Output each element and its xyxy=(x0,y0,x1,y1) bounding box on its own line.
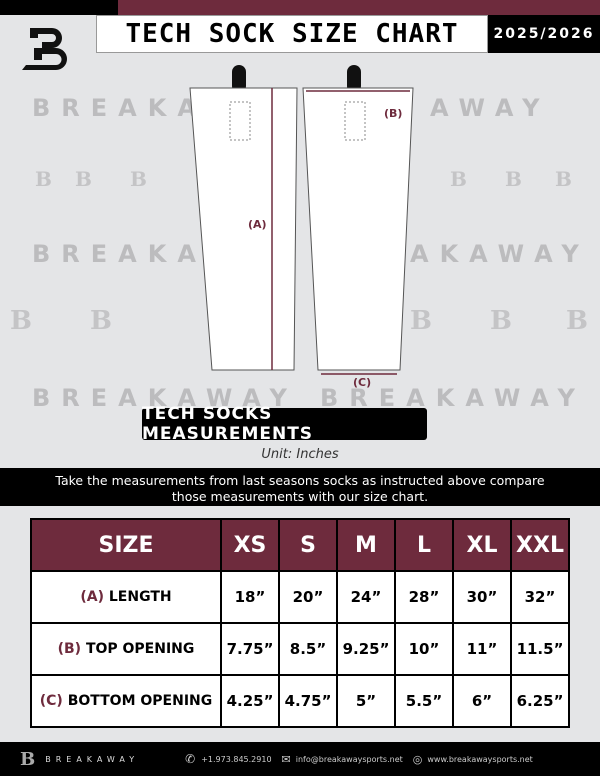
cell: 10” xyxy=(394,622,454,676)
cell: 7.75” xyxy=(220,622,280,676)
cell: 4.25” xyxy=(220,674,280,728)
watermark-logo: B xyxy=(555,167,572,191)
cell: 4.75” xyxy=(278,674,338,728)
watermark-logo: B xyxy=(10,306,32,336)
cell: 9.25” xyxy=(336,622,396,676)
cell: 20” xyxy=(278,570,338,624)
footer-email[interactable]: info@breakawaysports.net xyxy=(295,754,403,764)
table-row: (A) LENGTH 18” 20” 24” 28” 30” 32” xyxy=(30,570,570,624)
row-label: (A) LENGTH xyxy=(30,570,222,624)
cell: 30” xyxy=(452,570,512,624)
page-title: TECH SOCK SIZE CHART xyxy=(96,15,488,53)
cell: 5.5” xyxy=(394,674,454,728)
watermark-logo: B xyxy=(450,167,467,191)
watermark-logo: B xyxy=(490,306,512,336)
breakaway-logo xyxy=(22,28,67,70)
section-title: TECH SOCKS MEASUREMENTS xyxy=(142,404,427,444)
sock-right xyxy=(302,87,414,371)
footer-website[interactable]: www.breakawaysports.net xyxy=(427,754,533,764)
header-cell: XXL xyxy=(510,518,570,572)
watermark-logo: B xyxy=(75,167,92,191)
season-label: 2025/2026 xyxy=(488,15,600,53)
watermark-text: AKAWAY xyxy=(410,240,590,268)
header-cell: S xyxy=(278,518,338,572)
sock-diagram xyxy=(189,65,414,375)
label-a: (A) xyxy=(248,218,267,231)
sock-tab xyxy=(232,65,246,93)
row-label: (C) BOTTOM OPENING xyxy=(30,674,222,728)
email-icon: ✉ xyxy=(281,752,291,766)
watermark-text: BREAKAWAY xyxy=(320,384,586,412)
instructions: Take the measurements from last seasons … xyxy=(0,468,600,506)
table-row: (C) BOTTOM OPENING 4.25” 4.75” 5” 5.5” 6… xyxy=(30,674,570,728)
cell: 11” xyxy=(452,622,512,676)
cell: 18” xyxy=(220,570,280,624)
watermark-text: BREAKA xyxy=(32,240,207,268)
sock-left xyxy=(189,87,298,371)
size-table: SIZE XS S M L XL XXL (A) LENGTH 18” 20” … xyxy=(30,518,570,728)
phone-icon: ✆ xyxy=(185,752,196,766)
label-c: (C) xyxy=(353,376,372,389)
cell: 28” xyxy=(394,570,454,624)
cell: 6.25” xyxy=(510,674,570,728)
label-b: (B) xyxy=(384,107,403,120)
watermark-text: BREAKAWAY xyxy=(32,384,298,412)
header-cell: SIZE xyxy=(30,518,222,572)
unit-label: Unit: Inches xyxy=(261,447,339,462)
row-label: (B) TOP OPENING xyxy=(30,622,222,676)
watermark-logo: B xyxy=(35,167,52,191)
sock-tab xyxy=(347,65,361,93)
footer-logo: B xyxy=(20,748,36,770)
footer-brand: BREAKAWAY xyxy=(45,754,140,764)
table-row: (B) TOP OPENING 7.75” 8.5” 9.25” 10” 11”… xyxy=(30,622,570,676)
cell: 6” xyxy=(452,674,512,728)
watermark-logo: B xyxy=(505,167,522,191)
cell: 11.5” xyxy=(510,622,570,676)
header-cell: XL xyxy=(452,518,512,572)
footer: B BREAKAWAY ✆ +1.973.845.2910 ✉ info@bre… xyxy=(0,742,600,776)
globe-icon: ◎ xyxy=(412,752,423,766)
top-bar-maroon xyxy=(118,0,600,15)
cell: 5” xyxy=(336,674,396,728)
footer-phone[interactable]: +1.973.845.2910 xyxy=(201,754,272,764)
top-bar-black xyxy=(0,0,118,15)
watermark-text: AWAY xyxy=(430,94,551,122)
cell: 8.5” xyxy=(278,622,338,676)
header-cell: L xyxy=(394,518,454,572)
watermark-logo: B xyxy=(410,306,432,336)
table-header-row: SIZE XS S M L XL XXL xyxy=(30,518,570,572)
cell: 24” xyxy=(336,570,396,624)
watermark-logo: B xyxy=(130,167,147,191)
header-cell: XS xyxy=(220,518,280,572)
watermark-logo: B xyxy=(90,306,112,336)
cell: 32” xyxy=(510,570,570,624)
header-cell: M xyxy=(336,518,396,572)
watermark-logo: B xyxy=(566,306,588,336)
